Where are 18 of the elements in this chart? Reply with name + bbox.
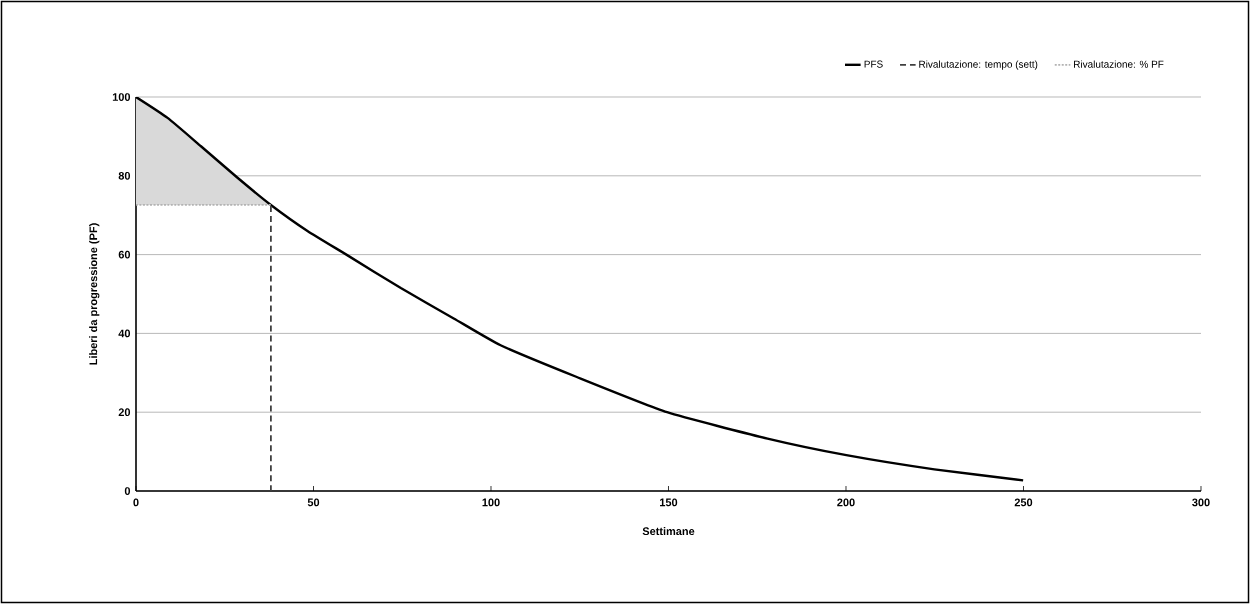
legend-label: Rivalutazione: tempo (sett)	[919, 60, 1038, 70]
legend-label: PFS	[864, 60, 883, 68]
x-tick-label: 200	[837, 498, 855, 507]
y-tick-label: 60	[118, 250, 131, 259]
x-tick-label: 150	[660, 498, 678, 507]
y-tick-label: 20	[118, 408, 131, 417]
y-tick-label: 0	[124, 487, 131, 495]
y-tick-label: 100	[112, 93, 131, 101]
x-tick-label: 0	[133, 498, 139, 507]
y-tick-label: 40	[118, 329, 131, 338]
x-tick-label: 250	[1014, 498, 1033, 507]
y-axis-title: Liberi da progressione (PF)	[89, 223, 100, 365]
y-tick-label: 80	[118, 171, 131, 180]
x-axis-title: Settimane	[642, 527, 695, 536]
x-tick-label: 100	[482, 498, 500, 507]
x-tick-label: 50	[307, 498, 320, 507]
legend-label: Rivalutazione: % PF	[1074, 60, 1164, 68]
x-tick-label: 300	[1192, 498, 1210, 507]
